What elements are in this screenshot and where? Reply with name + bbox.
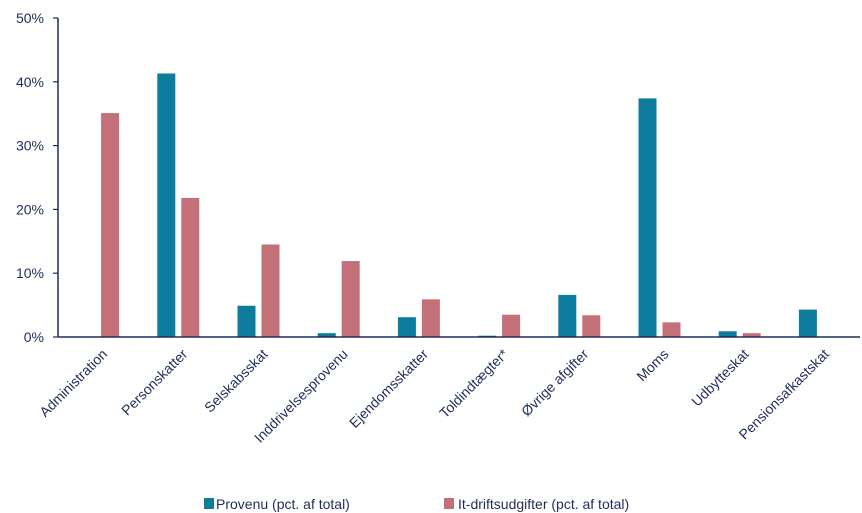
bar-it-driftsudgifter	[742, 333, 761, 337]
legend-swatch-provenu	[204, 498, 214, 509]
x-tick-label: Personskatter	[118, 346, 191, 419]
y-tick-label: 30%	[16, 138, 44, 154]
y-tick-label: 40%	[16, 74, 44, 90]
bar-it-driftsudgifter	[101, 113, 120, 337]
x-axis: Administration Personskatter SelskabsskatI…	[36, 336, 860, 446]
bar-it-driftsudgifter	[582, 315, 601, 337]
bar-provenu	[317, 333, 336, 337]
legend-swatch-it-driftsudgifter	[444, 498, 454, 509]
y-axis: 0% 10% 20% 30% 40% 50%	[16, 10, 59, 345]
x-tick-label: Ejendomsskatter	[346, 346, 431, 431]
bar-provenu	[157, 73, 176, 338]
bar-it-driftsudgifter	[261, 244, 280, 337]
x-tick-label: Moms	[633, 346, 671, 384]
legend-label-it-driftsudgifter: It-driftsudgifter (pct. af total)	[458, 496, 629, 512]
bar-it-driftsudgifter	[662, 322, 681, 337]
bar-it-driftsudgifter	[421, 299, 440, 337]
bars	[101, 73, 817, 338]
x-tick-label: Administration	[36, 346, 110, 420]
bar-provenu	[638, 98, 657, 337]
bar-provenu	[237, 305, 256, 337]
bar-it-driftsudgifter	[341, 261, 360, 337]
bar-provenu	[798, 309, 817, 337]
y-tick-label: 50%	[16, 10, 44, 26]
y-tick-label: 10%	[16, 265, 44, 281]
y-tick-label: 20%	[16, 201, 44, 217]
bar-it-driftsudgifter	[502, 314, 521, 337]
x-tick-label: Pensionsafkastskat	[735, 346, 832, 443]
legend-label-provenu: Provenu (pct. af total)	[216, 496, 350, 512]
bar-provenu	[397, 317, 416, 337]
x-tick-label: Toldindtægter*	[436, 345, 512, 421]
x-tick-label: Øvrige afgifter	[518, 346, 592, 420]
bar-provenu	[558, 294, 577, 337]
x-tick-label: Selskabsskat	[201, 346, 271, 416]
legend: Provenu (pct. af total) It-driftsudgifte…	[204, 496, 629, 512]
y-tick-label: 0%	[24, 329, 44, 345]
bar-it-driftsudgifter	[181, 197, 200, 337]
x-tick-label: Udbytteskat	[688, 346, 752, 410]
bar-provenu	[718, 331, 737, 337]
